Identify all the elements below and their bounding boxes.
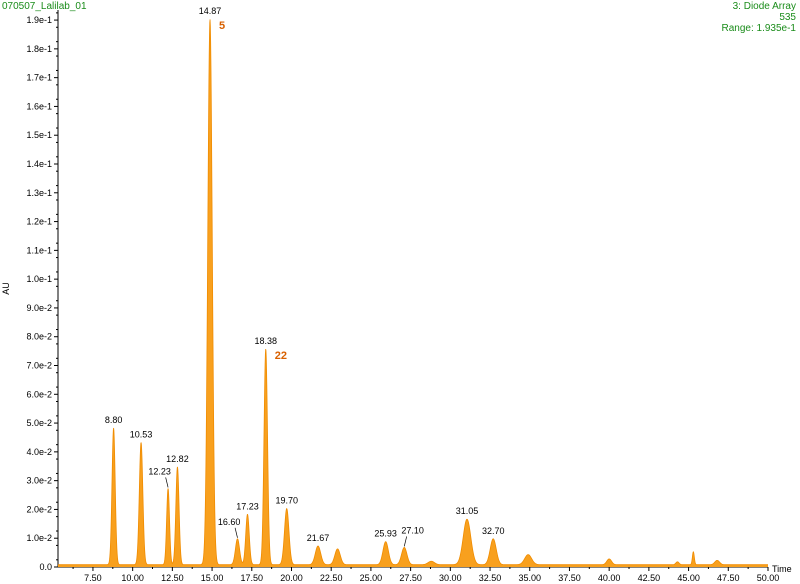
x-tick-label: 20.00 xyxy=(280,573,303,583)
peak-label: 27.10 xyxy=(401,525,424,535)
x-tick-label: 42.50 xyxy=(638,573,661,583)
y-tick-label: 6.0e-2 xyxy=(26,389,52,399)
peak-leader-line xyxy=(165,477,169,488)
chart-trace-layer xyxy=(58,19,768,568)
y-axis-title: AU xyxy=(1,282,11,295)
y-tick-label: 1.8e-1 xyxy=(26,44,52,54)
chromatogram-area xyxy=(58,19,768,568)
x-tick-label: 25.00 xyxy=(360,573,383,583)
y-tick-label: 1.9e-1 xyxy=(26,15,52,25)
peak-label: 12.82 xyxy=(166,454,189,464)
peak-label: 14.87 xyxy=(199,6,222,16)
y-tick-label: 1.1e-1 xyxy=(26,245,52,255)
peak-label: 8.80 xyxy=(105,415,123,425)
y-tick-label: 1.6e-1 xyxy=(26,101,52,111)
x-tick-label: 22.50 xyxy=(320,573,343,583)
peak-label: 16.60 xyxy=(218,517,241,527)
x-tick-label: 50.00 xyxy=(757,573,780,583)
peak-label: 17.23 xyxy=(236,501,259,511)
x-tick-label: 12.50 xyxy=(161,573,184,583)
peak-label: 12.23 xyxy=(148,466,171,476)
peak-label: 32.70 xyxy=(482,526,505,536)
peak-number-annotation: 22 xyxy=(275,350,287,362)
chromatogram-line xyxy=(58,19,768,566)
peak-leader-line xyxy=(234,527,238,538)
detector-range: Range: 1.935e-1 xyxy=(721,23,796,34)
y-tick-label: 5.0e-2 xyxy=(26,418,52,428)
y-tick-label: 4.0e-2 xyxy=(26,447,52,457)
y-tick-label: 7.0e-2 xyxy=(26,361,52,371)
x-tick-label: 30.00 xyxy=(439,573,462,583)
sample-name: 070507_Lalilab_01 xyxy=(2,1,87,12)
x-tick-label: 35.00 xyxy=(518,573,541,583)
peak-label: 18.38 xyxy=(254,336,277,346)
x-tick-label: 10.00 xyxy=(121,573,144,583)
chart-label-layer: 8.80 10.53 12.23 12.82 14.87 16.60 17.23 18.38 1… xyxy=(105,6,505,547)
y-tick-label: 8.0e-2 xyxy=(26,332,52,342)
x-axis-title: Time xyxy=(772,564,792,574)
y-tick-label: 1.4e-1 xyxy=(26,159,52,169)
peak-label: 25.93 xyxy=(374,529,397,539)
detector-name: 3: Diode Array xyxy=(732,1,796,12)
peak-label: 10.53 xyxy=(130,429,153,439)
y-tick-label: 1.0e-2 xyxy=(26,533,52,543)
x-tick-label: 40.00 xyxy=(598,573,621,583)
peak-leader-line xyxy=(403,536,408,547)
y-tick-label: 2.0e-2 xyxy=(26,504,52,514)
x-tick-label: 32.50 xyxy=(479,573,502,583)
y-tick-label: 9.0e-2 xyxy=(26,303,52,313)
x-tick-label: 27.50 xyxy=(399,573,422,583)
y-tick-label: 1.3e-1 xyxy=(26,188,52,198)
y-tick-label: 1.7e-1 xyxy=(26,73,52,83)
peak-number-annotation: 5 xyxy=(219,20,225,32)
x-tick-label: 45.00 xyxy=(677,573,700,583)
x-tick-label: 17.50 xyxy=(241,573,264,583)
peak-label: 21.67 xyxy=(307,533,330,543)
chart-axes: 0.0 1.0e-2 2.0e-2 3.0e-2 4.0e-2 5.0e-2 6.0e-2 7… xyxy=(1,10,792,583)
detector-wavelength: 535 xyxy=(779,12,796,23)
detector-info: 3: Diode Array 535 Range: 1.935e-1 xyxy=(721,1,796,34)
y-tick-label: 1.2e-1 xyxy=(26,217,52,227)
peak-label: 19.70 xyxy=(275,496,298,506)
y-tick-label: 3.0e-2 xyxy=(26,476,52,486)
y-tick-label: 1.5e-1 xyxy=(26,130,52,140)
peak-label: 31.05 xyxy=(456,506,479,516)
x-tick-label: 7.50 xyxy=(84,573,102,583)
y-tick-label: 0.0 xyxy=(39,562,52,572)
x-tick-label: 47.50 xyxy=(717,573,740,583)
x-tick-label: 15.00 xyxy=(201,573,224,583)
x-tick-label: 37.50 xyxy=(558,573,581,583)
y-tick-label: 1.0e-1 xyxy=(26,274,52,284)
